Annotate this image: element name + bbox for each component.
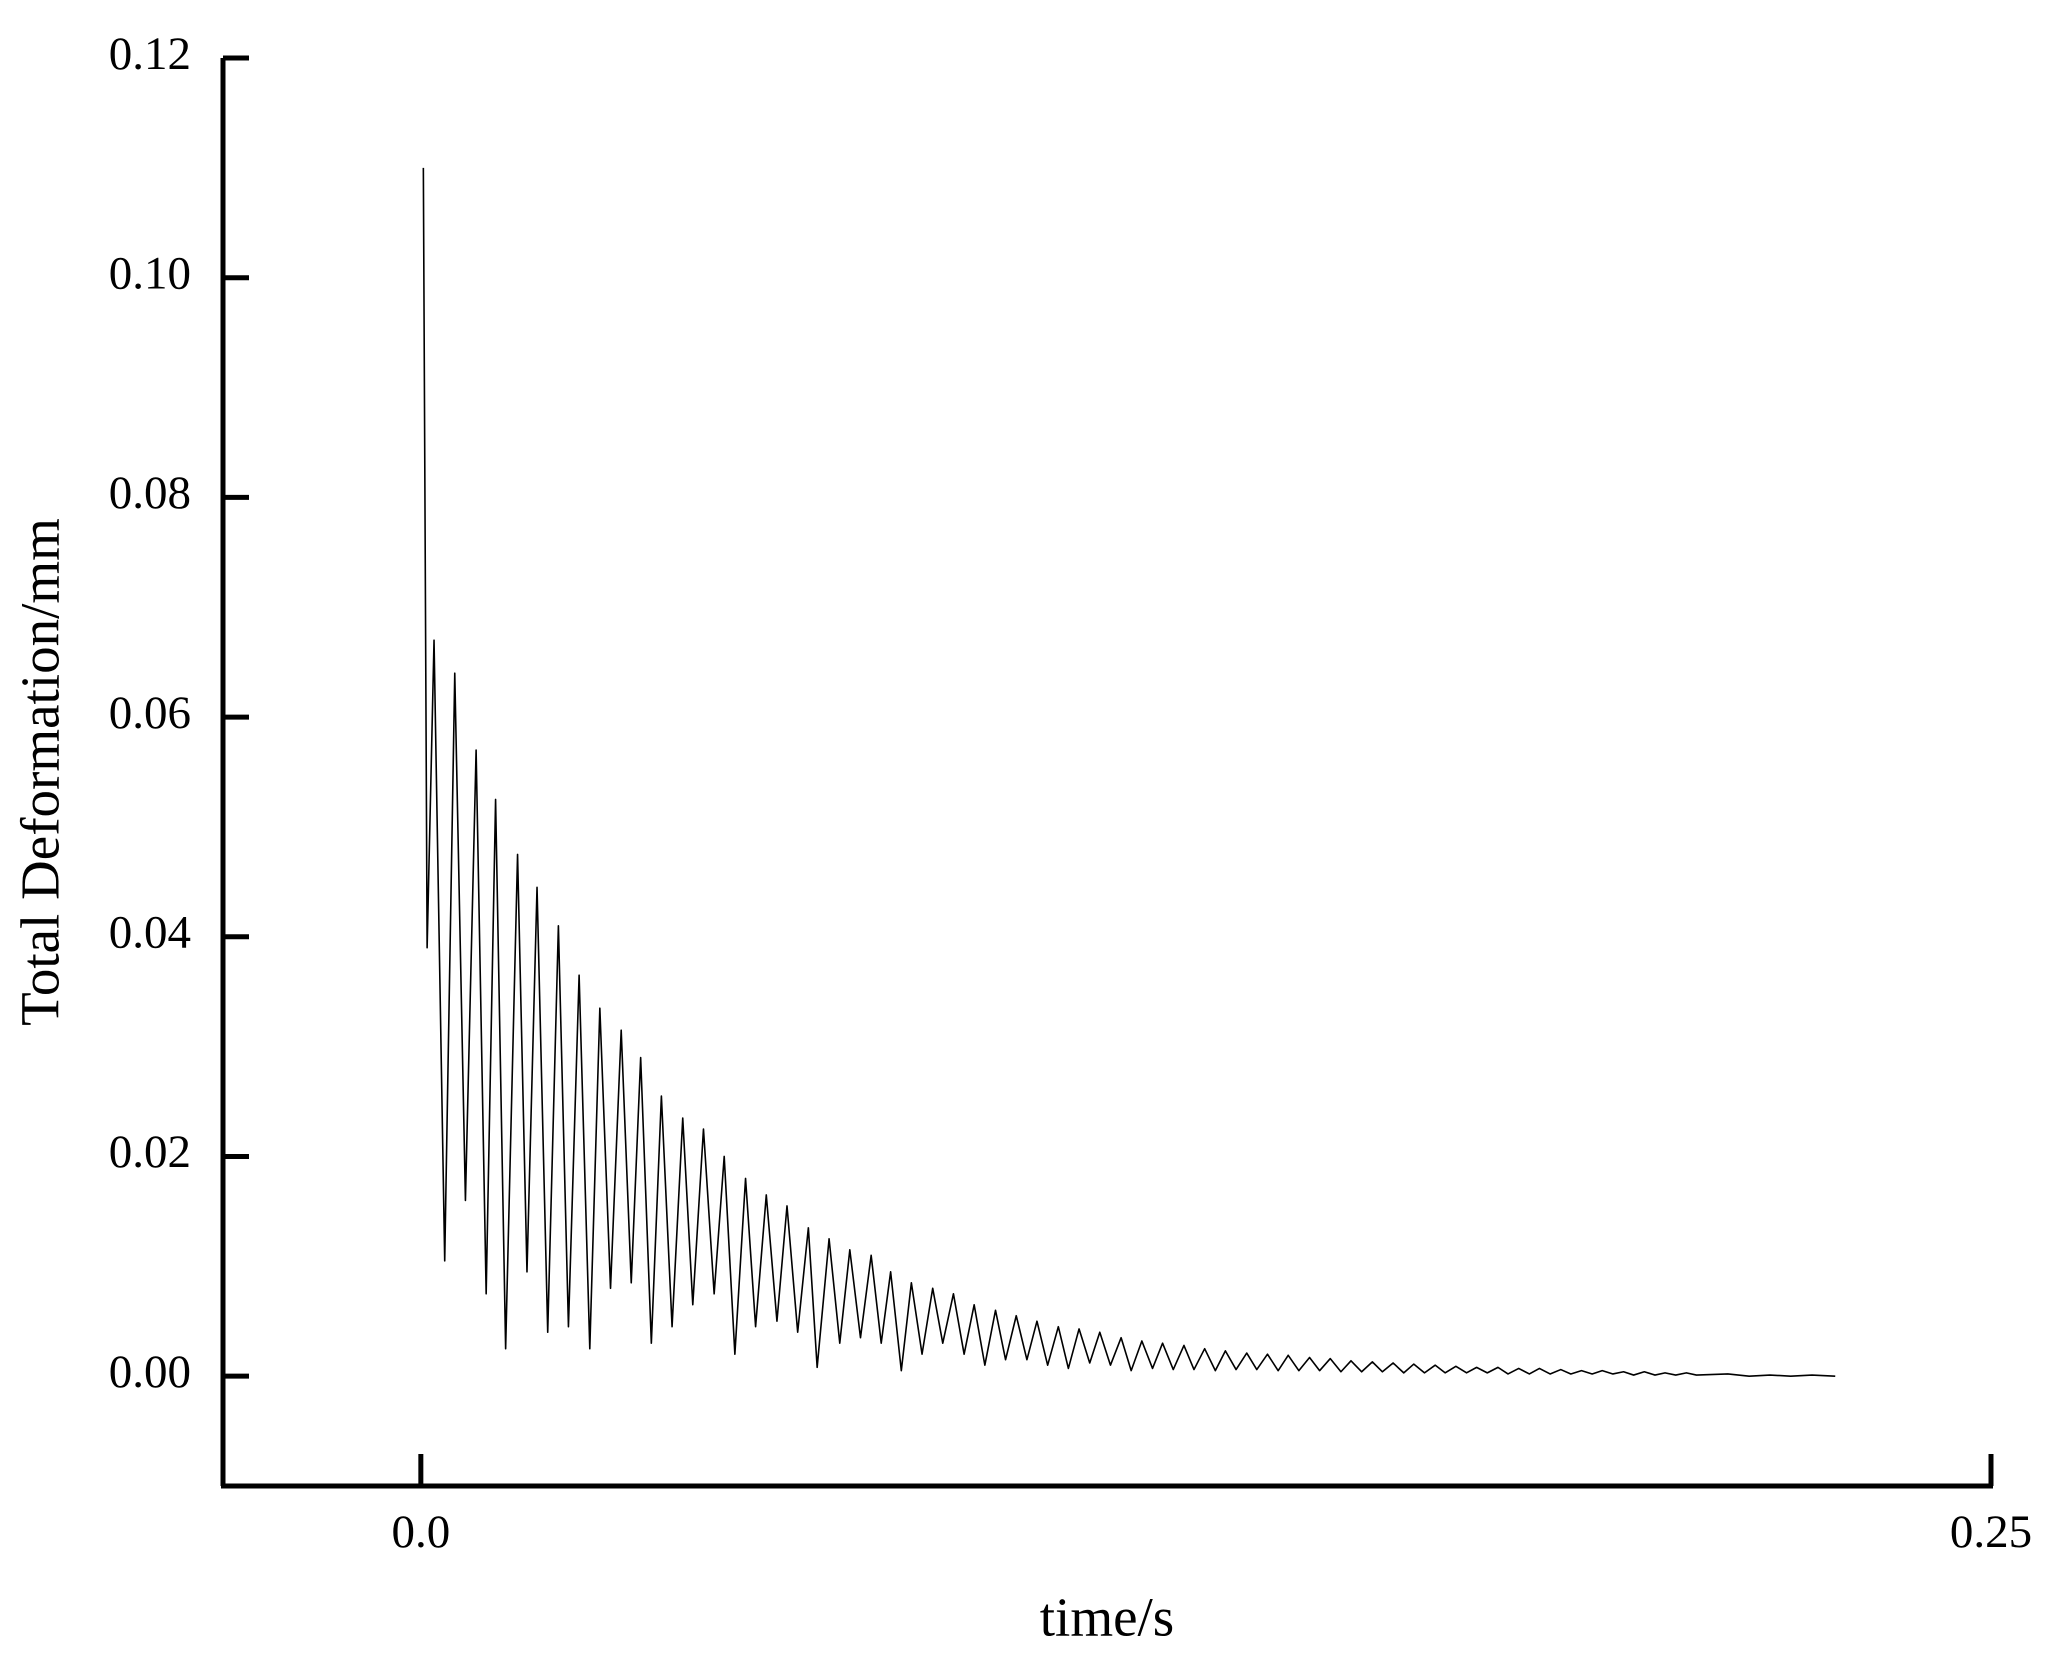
y-tick-label: 0.06 [109, 687, 191, 739]
x-axis-title: time/s [1040, 1587, 1174, 1648]
y-tick-label: 0.04 [109, 907, 191, 959]
y-tick-label: 0.12 [109, 28, 191, 80]
y-tick-label: 0.10 [109, 247, 191, 299]
y-tick-label: 0.02 [109, 1126, 191, 1178]
y-axis-title: Total Deformation/mm [10, 518, 71, 1026]
x-tick-label: 0.25 [1950, 1506, 2032, 1558]
y-tick-label: 0.08 [109, 467, 191, 519]
x-tick-label: 0.0 [391, 1506, 450, 1558]
data-line [422, 167, 1836, 1377]
y-tick-label: 0.00 [109, 1346, 191, 1398]
